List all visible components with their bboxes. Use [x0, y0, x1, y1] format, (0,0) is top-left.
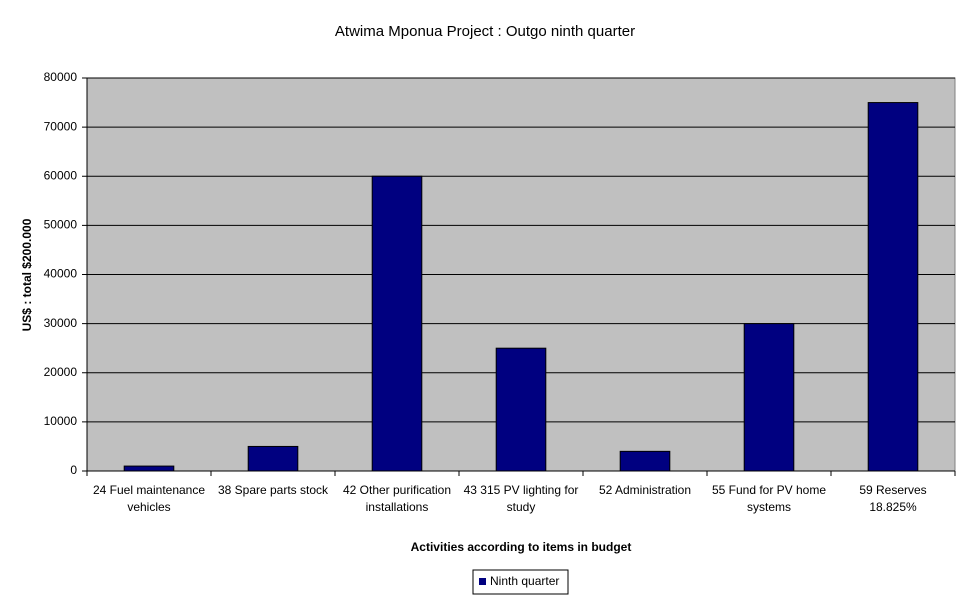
x-tick-label: 42 Other purification installations [342, 483, 452, 514]
x-tick-label: 24 Fuel maintenance vehicles [92, 483, 206, 514]
bar [371, 175, 423, 472]
y-tick-label: 70000 [44, 119, 78, 133]
legend-box [472, 569, 569, 595]
y-axis-label: US$ : total $200.000 [20, 218, 34, 331]
chart-title: Atwima Mponua Project : Outgo ninth quar… [335, 23, 635, 40]
y-tick-label: 30000 [44, 316, 78, 330]
y-tick-label: 10000 [44, 414, 78, 428]
y-tick-label: 50000 [44, 218, 78, 232]
legend-swatch [479, 578, 486, 585]
x-tick-label: 38 Spare parts stock [217, 483, 329, 497]
y-tick-label: 20000 [44, 365, 78, 379]
bar [867, 102, 919, 472]
y-tick-label: 60000 [44, 168, 78, 182]
x-tick-label: 52 Administration [598, 483, 692, 497]
bar [123, 465, 175, 472]
x-tick-label: 43 315 PV lighting for study [463, 483, 579, 514]
y-tick-label: 80000 [44, 70, 78, 84]
bar [247, 445, 299, 472]
bar [619, 450, 671, 472]
bar [743, 323, 795, 472]
x-tick-label: 59 Reserves 18.825% [859, 483, 927, 514]
bar [495, 347, 547, 472]
x-axis-label: Activities according to items in budget [411, 540, 632, 554]
legend-label: Ninth quarter [490, 574, 559, 588]
y-tick-label: 0 [70, 463, 77, 477]
x-tick-label: 55 Fund for PV home systems [711, 483, 827, 514]
y-tick-label: 40000 [44, 267, 78, 281]
